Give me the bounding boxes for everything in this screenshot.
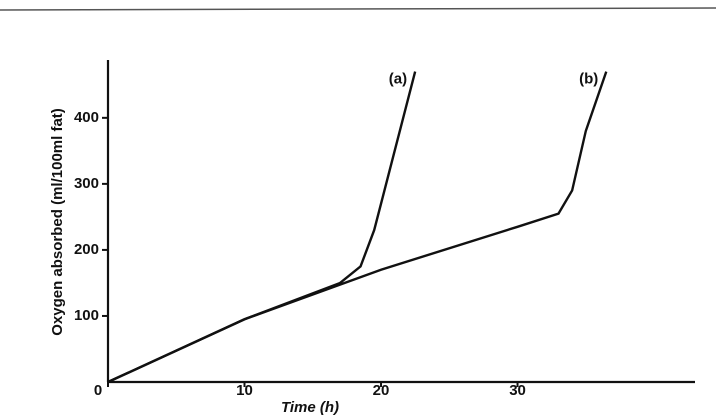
x-tick-label: 30 [509,382,526,399]
x-tick-label: 0 [94,382,102,399]
line [107,71,608,384]
line [107,71,417,384]
y-tick-label: 300 [74,175,99,192]
x-tick-label: 10 [236,382,253,399]
series-label: (b) [579,71,598,88]
x-tick-label: 20 [373,382,390,399]
y-tick-label: 200 [74,241,99,258]
scan-border [0,7,716,11]
x-axis-label: Time (h) [281,399,339,416]
y-tick-label: 100 [74,307,99,324]
series-label: (a) [389,71,407,88]
y-tick-label: 400 [74,109,99,126]
y-axis-label: Oxygen absorbed (ml/100ml fat) [49,108,66,336]
